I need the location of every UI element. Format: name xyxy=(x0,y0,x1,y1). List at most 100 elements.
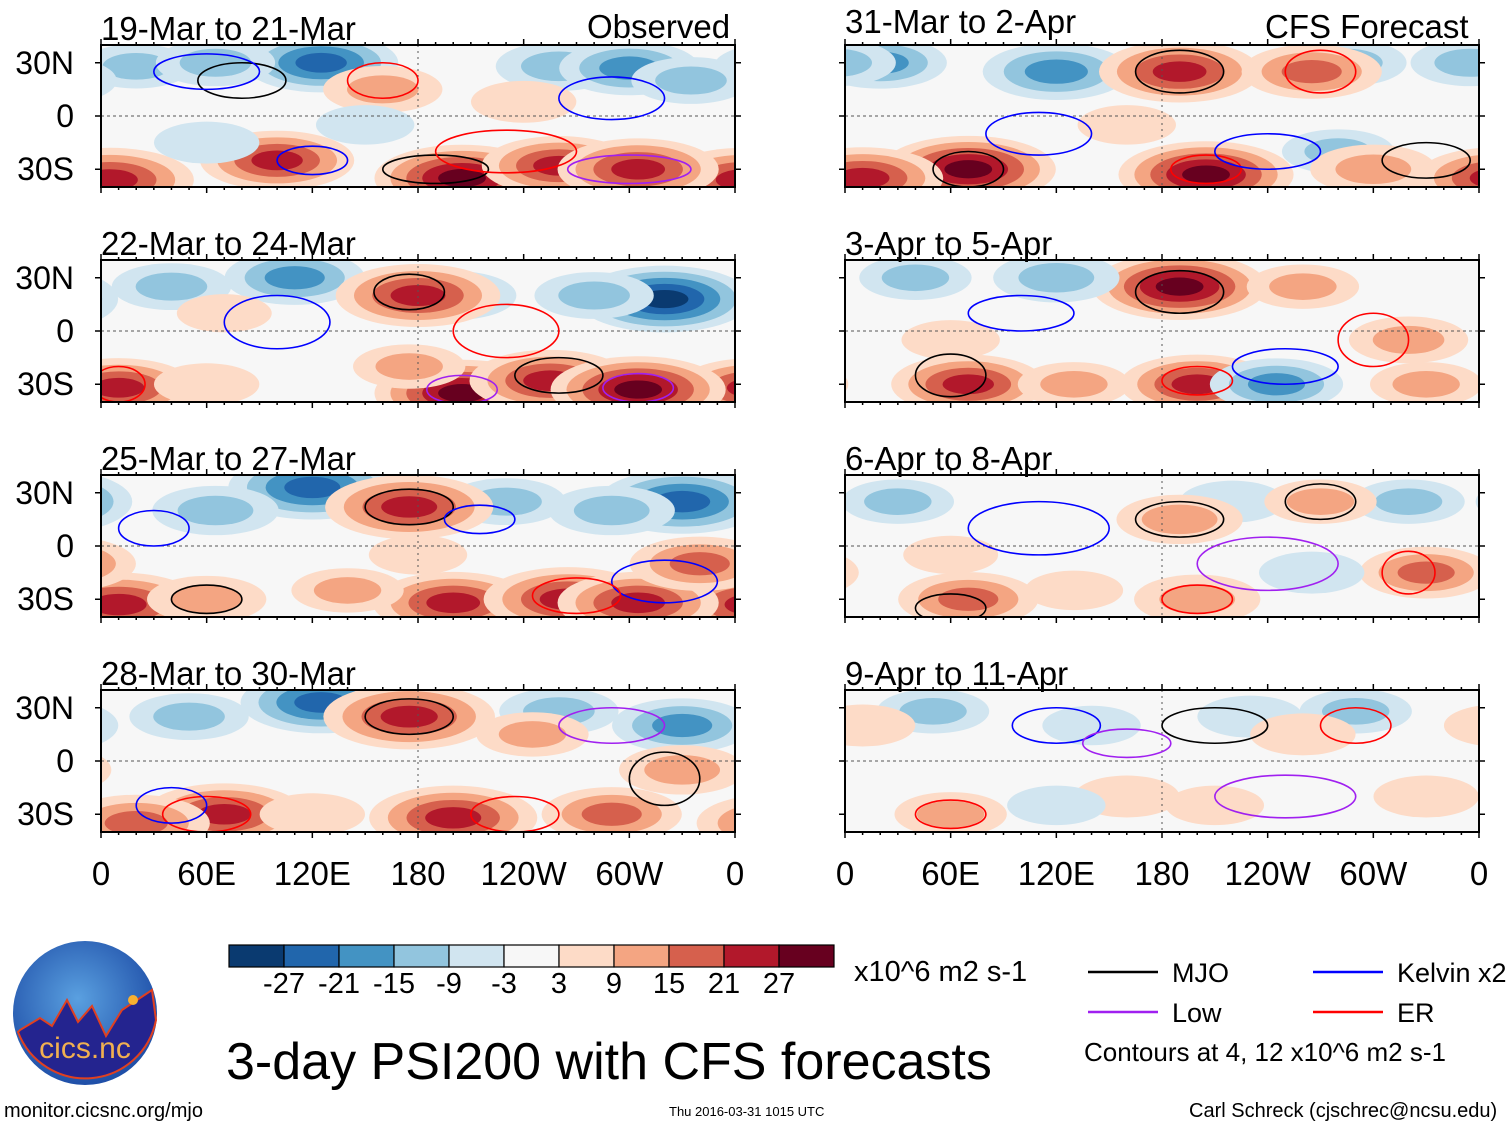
contour-kelvin xyxy=(610,559,719,604)
contour-er xyxy=(101,365,146,402)
lon-tick-label: 60W xyxy=(595,855,664,892)
anomaly-blob xyxy=(1250,713,1356,756)
units-label: x10^6 m2 s-1 xyxy=(854,956,1028,988)
anomaly-blob xyxy=(101,745,735,795)
legend-label: Kelvin x2 xyxy=(1397,958,1507,988)
colorbar-tick-label: -27 xyxy=(263,968,305,1000)
contour-low xyxy=(566,154,692,185)
contour-er xyxy=(1337,312,1410,368)
lon-tick-label: 120W xyxy=(480,855,567,892)
contour-er xyxy=(470,795,560,832)
lon-tick-label: 120E xyxy=(1017,855,1095,892)
panel-title: 3-Apr to 5-Apr xyxy=(845,225,1053,262)
anomaly-blob xyxy=(898,572,1039,617)
anomaly-blob xyxy=(845,546,1479,599)
colorbar-tick-label: -3 xyxy=(491,968,517,1000)
panel-title: 22-Mar to 24-Mar xyxy=(101,225,356,262)
contour-kelvin xyxy=(135,786,208,824)
contour-kelvin xyxy=(1231,347,1339,386)
colorbar-swatch xyxy=(723,944,780,968)
source-url: monitor.cicsnc.org/mjo xyxy=(4,1100,203,1122)
anomaly-blob xyxy=(353,344,466,389)
anomaly-blob xyxy=(845,45,1479,87)
lon-tick-label: 0 xyxy=(835,855,855,892)
colorbar-swatch xyxy=(228,944,285,968)
anomaly-blob xyxy=(224,260,365,305)
anomaly-blob xyxy=(1077,105,1176,145)
anomaly-blob xyxy=(1042,705,1141,746)
anomaly-blob xyxy=(335,263,501,328)
contour-kelvin xyxy=(558,76,666,121)
anomaly-blob xyxy=(534,272,654,319)
anomaly-blob xyxy=(1165,785,1265,826)
anomaly-blob xyxy=(153,363,260,402)
colorbar-swatch xyxy=(503,944,560,968)
legend-label: MJO xyxy=(1172,958,1229,988)
anomaly-blob xyxy=(101,57,735,104)
forecast-column-label: CFS Forecast xyxy=(1265,8,1469,45)
anomaly-blob xyxy=(1024,570,1124,611)
map-panel xyxy=(845,475,1479,617)
contour-mjo xyxy=(914,593,987,617)
contour-low xyxy=(558,706,666,745)
timestamp: Thu 2016-03-31 1015 UTC xyxy=(669,1104,825,1119)
contour-mjo xyxy=(364,698,455,736)
panel-title: 19-Mar to 21-Mar xyxy=(101,10,356,47)
contour-er xyxy=(452,303,560,359)
contour-kelvin xyxy=(1011,706,1102,745)
contour-kelvin xyxy=(117,509,190,547)
anomaly-blob xyxy=(323,690,495,750)
anomaly-blob xyxy=(541,787,682,832)
contour-kelvin xyxy=(153,53,261,91)
contour-low xyxy=(1196,536,1339,592)
figure-title: 3-day PSI200 with CFS forecasts xyxy=(226,1033,992,1091)
contour-mjo xyxy=(381,154,490,185)
anomaly-blob xyxy=(548,485,675,536)
panel-title: 6-Apr to 8-Apr xyxy=(845,440,1053,477)
anomaly-blob xyxy=(369,785,538,832)
anomaly-blob xyxy=(993,260,1120,303)
legend-label: Low xyxy=(1172,998,1222,1028)
lat-tick-label: 30N xyxy=(15,474,74,511)
lon-tick-label: 0 xyxy=(1469,855,1489,892)
map-panel xyxy=(101,690,735,832)
map-panel xyxy=(845,45,1479,187)
panel-title: 25-Mar to 27-Mar xyxy=(101,440,356,477)
anomaly-blob xyxy=(1099,45,1261,103)
contours-note: Contours at 4, 12 x10^6 m2 s-1 xyxy=(1084,1037,1446,1067)
lat-tick-label: 30S xyxy=(17,581,74,618)
anomaly-blob xyxy=(859,260,972,300)
contour-low xyxy=(1081,728,1172,759)
anomaly-blob xyxy=(891,354,1046,402)
colorbar-tick-label: 15 xyxy=(652,968,686,1000)
contour-low xyxy=(1214,774,1357,819)
panel-title: 31-Mar to 2-Apr xyxy=(845,3,1077,40)
anomaly-blob xyxy=(903,535,999,574)
anomaly-blob xyxy=(1092,260,1268,320)
contour-er xyxy=(161,795,252,832)
lon-tick-label: 60E xyxy=(921,855,981,892)
colorbar-tick-label: -21 xyxy=(318,968,360,1000)
contour-mjo xyxy=(1284,483,1357,521)
contour-mjo xyxy=(1134,269,1225,315)
observed-column-label: Observed xyxy=(587,8,731,45)
anomaly-blob xyxy=(1007,785,1106,826)
anomaly-blob xyxy=(1246,264,1360,309)
map-panel xyxy=(101,45,735,187)
anomaly-blob xyxy=(845,479,1479,524)
anomaly-blob xyxy=(845,362,1479,402)
colorbar-swatch xyxy=(338,944,395,968)
anomaly-blob xyxy=(153,121,260,164)
contour-er xyxy=(1381,550,1436,595)
colorbar-tick-label: 3 xyxy=(550,968,568,1000)
anomaly-blob xyxy=(1017,362,1131,402)
contour-kelvin xyxy=(967,500,1110,556)
colorbar-tick-label: -15 xyxy=(373,968,415,1000)
contour-er xyxy=(1161,584,1234,615)
anomaly-blob xyxy=(470,80,577,123)
panel-title: 28-Mar to 30-Mar xyxy=(101,655,356,692)
contour-mjo xyxy=(628,751,701,807)
contour-mjo xyxy=(1381,141,1471,179)
lat-tick-label: 30S xyxy=(17,796,74,833)
